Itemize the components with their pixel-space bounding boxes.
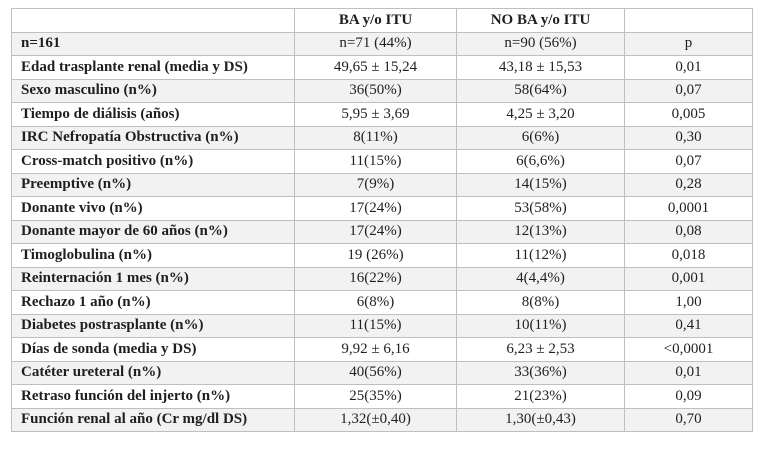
- table-row: Edad trasplante renal (media y DS) 49,65 …: [11, 55, 753, 80]
- row-label-cell: n=161: [11, 31, 295, 56]
- value-cell: 40(56%): [294, 360, 457, 385]
- value-cell: 0,01: [624, 360, 753, 385]
- value-cell: 33(36%): [456, 360, 625, 385]
- row-label-cell: Rechazo 1 año (n%): [11, 290, 295, 315]
- header-row: BA y/o ITU NO BA y/o ITU: [11, 8, 753, 33]
- row-label-cell: Cross-match positivo (n%): [11, 149, 295, 174]
- table-row: Donante vivo (n%) 17(24%) 53(58%) 0,0001: [11, 196, 753, 221]
- value-cell: 53(58%): [456, 196, 625, 221]
- table-row: Función renal al año (Cr mg/dl DS) 1,32(±…: [11, 407, 753, 432]
- value-cell: 25(35%): [294, 384, 457, 409]
- value-cell: 0,07: [624, 149, 753, 174]
- value-cell: 17(24%): [294, 219, 457, 244]
- value-cell: 0,0001: [624, 196, 753, 221]
- header-ba-itu: BA y/o ITU: [294, 8, 457, 33]
- table-row: Cross-match positivo (n%) 11(15%) 6(6,6%) 0…: [11, 149, 753, 174]
- value-cell: 0,08: [624, 219, 753, 244]
- value-cell: 0,01: [624, 55, 753, 80]
- value-cell: 11(15%): [294, 149, 457, 174]
- value-cell: 7(9%): [294, 172, 457, 197]
- value-cell: n=71 (44%): [294, 31, 457, 56]
- row-label-cell: Reinternación 1 mes (n%): [11, 266, 295, 291]
- table-row: Timoglobulina (n%) 19 (26%) 11(12%) 0,018: [11, 243, 753, 268]
- row-label-cell: Edad trasplante renal (media y DS): [11, 55, 295, 80]
- value-cell: 0,001: [624, 266, 753, 291]
- value-cell: 49,65 ± 15,24: [294, 55, 457, 80]
- table-row: Preemptive (n%) 7(9%) 14(15%) 0,28: [11, 172, 753, 197]
- table-row: IRC Nefropatía Obstructiva (n%) 8(11%) 6(6…: [11, 125, 753, 150]
- row-label-cell: Timoglobulina (n%): [11, 243, 295, 268]
- value-cell: n=90 (56%): [456, 31, 625, 56]
- value-cell: 8(8%): [456, 290, 625, 315]
- table-row: n=161 n=71 (44%) n=90 (56%) p: [11, 31, 753, 56]
- header-empty-p-cell: [624, 8, 753, 33]
- value-cell: 0,09: [624, 384, 753, 409]
- table-row: Días de sonda (media y DS) 9,92 ± 6,16 6,2…: [11, 337, 753, 362]
- table-row: Diabetes postrasplante (n%) 11(15%) 10(11%…: [11, 313, 753, 338]
- value-cell: p: [624, 31, 753, 56]
- row-label-cell: Tiempo de diálisis (años): [11, 102, 295, 127]
- value-cell: 6(6,6%): [456, 149, 625, 174]
- row-label-cell: Diabetes postrasplante (n%): [11, 313, 295, 338]
- value-cell: 11(15%): [294, 313, 457, 338]
- table-row: Donante mayor de 60 años (n%) 17(24%) 12(1…: [11, 219, 753, 244]
- value-cell: 1,00: [624, 290, 753, 315]
- value-cell: 6(8%): [294, 290, 457, 315]
- value-cell: 4(4,4%): [456, 266, 625, 291]
- value-cell: 9,92 ± 6,16: [294, 337, 457, 362]
- value-cell: 10(11%): [456, 313, 625, 338]
- value-cell: 12(13%): [456, 219, 625, 244]
- value-cell: 11(12%): [456, 243, 625, 268]
- value-cell: 0,70: [624, 407, 753, 432]
- header-no-ba-itu: NO BA y/o ITU: [456, 8, 625, 33]
- value-cell: 21(23%): [456, 384, 625, 409]
- table-body: n=161 n=71 (44%) n=90 (56%) p Edad trasplant…: [11, 31, 753, 432]
- row-label-cell: Función renal al año (Cr mg/dl DS): [11, 407, 295, 432]
- row-label-cell: Retraso función del injerto (n%): [11, 384, 295, 409]
- value-cell: 1,32(±0,40): [294, 407, 457, 432]
- value-cell: 36(50%): [294, 78, 457, 103]
- row-label-cell: Sexo masculino (n%): [11, 78, 295, 103]
- row-label-cell: Catéter ureteral (n%): [11, 360, 295, 385]
- value-cell: 17(24%): [294, 196, 457, 221]
- value-cell: 0,018: [624, 243, 753, 268]
- table-row: Rechazo 1 año (n%) 6(8%) 8(8%) 1,00: [11, 290, 753, 315]
- row-label-cell: Donante mayor de 60 años (n%): [11, 219, 295, 244]
- table-row: Reinternación 1 mes (n%) 16(22%) 4(4,4%) 0,…: [11, 266, 753, 291]
- table-row: Retraso función del injerto (n%) 25(35%) 2…: [11, 384, 753, 409]
- value-cell: 6,23 ± 2,53: [456, 337, 625, 362]
- row-label-cell: Donante vivo (n%): [11, 196, 295, 221]
- study-comparison-table: BA y/o ITU NO BA y/o ITU n=161 n=71 (44%)…: [11, 8, 753, 432]
- row-label-cell: IRC Nefropatía Obstructiva (n%): [11, 125, 295, 150]
- value-cell: <0,0001: [624, 337, 753, 362]
- value-cell: 43,18 ± 15,53: [456, 55, 625, 80]
- value-cell: 0,07: [624, 78, 753, 103]
- value-cell: 0,30: [624, 125, 753, 150]
- value-cell: 8(11%): [294, 125, 457, 150]
- value-cell: 0,28: [624, 172, 753, 197]
- value-cell: 19 (26%): [294, 243, 457, 268]
- value-cell: 1,30(±0,43): [456, 407, 625, 432]
- table-row: Catéter ureteral (n%) 40(56%) 33(36%) 0,01: [11, 360, 753, 385]
- value-cell: 0,005: [624, 102, 753, 127]
- value-cell: 16(22%): [294, 266, 457, 291]
- table-row: Sexo masculino (n%) 36(50%) 58(64%) 0,07: [11, 78, 753, 103]
- value-cell: 14(15%): [456, 172, 625, 197]
- value-cell: 58(64%): [456, 78, 625, 103]
- value-cell: 6(6%): [456, 125, 625, 150]
- value-cell: 4,25 ± 3,20: [456, 102, 625, 127]
- row-label-cell: Preemptive (n%): [11, 172, 295, 197]
- value-cell: 5,95 ± 3,69: [294, 102, 457, 127]
- row-label-cell: Días de sonda (media y DS): [11, 337, 295, 362]
- header-empty-cell: [11, 8, 295, 33]
- table-row: Tiempo de diálisis (años) 5,95 ± 3,69 4,25…: [11, 102, 753, 127]
- value-cell: 0,41: [624, 313, 753, 338]
